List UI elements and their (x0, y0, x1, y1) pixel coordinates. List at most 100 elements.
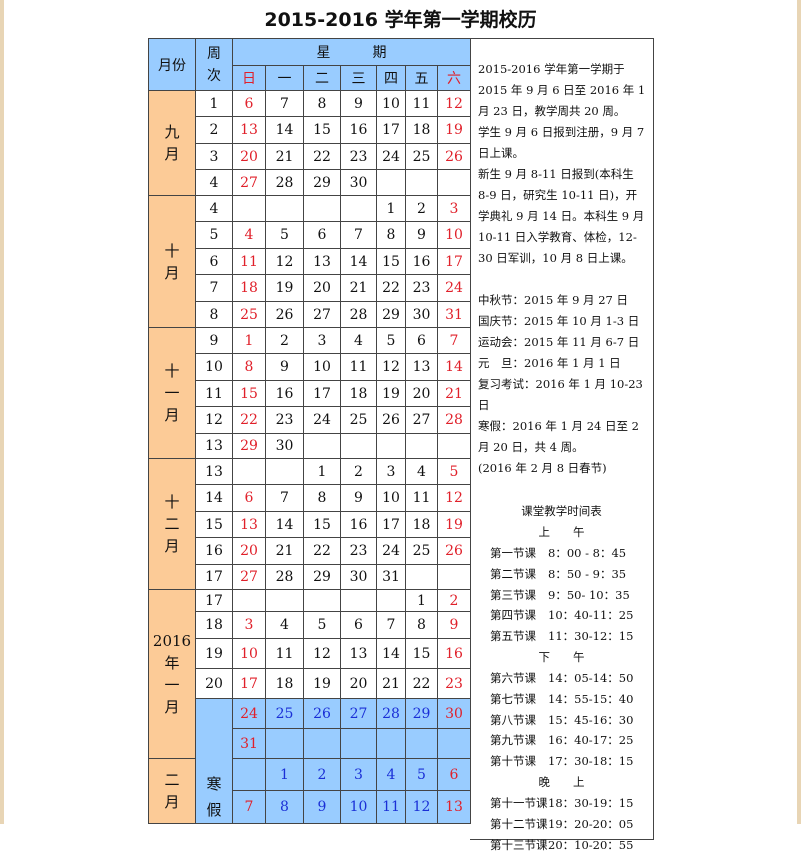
day-cell: 17 (376, 511, 406, 538)
day-cell (340, 433, 377, 459)
day-cell: 22 (303, 537, 341, 565)
day-cell: 24 (437, 274, 471, 302)
day-cell: 11 (265, 638, 304, 669)
day-cell (405, 433, 438, 459)
day-cell: 31 (376, 564, 406, 590)
day-cell: 15 (405, 638, 438, 669)
day-cell: 15 (232, 380, 266, 407)
day-cell: 12 (303, 638, 341, 669)
side-panel: 2015-2016 学年第一学期于 2015 年 9 月 6 日至 2016 年… (470, 38, 654, 852)
day-cell: 6 (405, 327, 438, 354)
class-schedule: 课堂教学时间表 上 午第一节课 8：00 - 8：45 第二节课 8：50 - 9：3… (470, 501, 653, 855)
day-cell: 24 (232, 698, 266, 729)
day-cell: 11 (340, 353, 377, 381)
week-row: 2016 年 一 月 17 1 2 (148, 589, 471, 759)
week-row: 7 18 19 20 21 22 23 24 (149, 274, 471, 302)
day-cell: 20 (340, 668, 377, 699)
day-cell: 28 (437, 406, 471, 434)
schedule-row: 第十一节课 18：30-19：15 (470, 793, 653, 814)
day-cell: 20 (232, 537, 266, 565)
week-row: 14 6 7 8 9 10 11 12 (149, 484, 471, 512)
page-title: 2015-2016 学年第一学期校历 (264, 9, 537, 31)
day-cell: 30 (405, 301, 438, 328)
day-cell: 31 (437, 301, 471, 328)
week-row: 15 13 14 15 16 17 18 19 (149, 511, 471, 538)
day-cell: 26 (437, 537, 471, 565)
day-cell: 27 (405, 406, 438, 434)
day-cell: 26 (376, 406, 406, 434)
note-line (478, 269, 647, 290)
day-cell: 19 (376, 380, 406, 407)
period-time: 19：20-20：05 (548, 816, 634, 831)
week-row: 7 8 9 10 11 12 13 (149, 790, 471, 824)
day-cell: 30 (340, 169, 377, 196)
week-row: 3 20 21 22 23 24 25 26 (149, 143, 471, 170)
week-row: 4 27 28 29 30 (149, 169, 471, 196)
day-cell: 13 (232, 511, 266, 538)
day-cell: 9 (437, 611, 471, 639)
period-time: 14：05-14：50 (548, 670, 634, 685)
period-time: 9：50- 10：35 (548, 587, 630, 602)
day-cell: 2 (303, 758, 341, 791)
week-number: 17 (195, 564, 233, 590)
week-number: 1 (195, 90, 233, 117)
day-cell: 7 (376, 611, 406, 639)
period-name: 第六节课 (490, 670, 536, 685)
day-cell: 25 (405, 143, 438, 170)
schedule-section-label: 上 午 (538, 525, 585, 539)
schedule-row: 第三节课 9：50- 10：35 (470, 585, 653, 606)
month-cell: 二 月 (148, 758, 196, 824)
day-cell: 12 (437, 484, 471, 512)
week-number: 18 (195, 611, 233, 639)
schedule-section-label: 晚 上 (538, 774, 585, 789)
note-line: 元 旦：2016 年 1 月 1 日 (478, 356, 621, 370)
day-cell: 16 (265, 380, 304, 407)
day-cell: 13 (232, 116, 266, 144)
day-cell: 18 (405, 116, 438, 144)
day-cell (376, 169, 406, 196)
week-row: 19 10 11 12 13 14 15 16 (149, 638, 471, 669)
period-time: 11：30-12：15 (548, 629, 634, 644)
day-cell: 10 (437, 221, 471, 249)
note-line: 国庆节：2015 年 10 月 1-3 日 (478, 314, 640, 328)
schedule-row: 第八节课 15：45-16：30 (470, 710, 653, 731)
day-cell: 22 (405, 668, 438, 699)
schedule-row: 第十二节课 19：20-20：05 (470, 814, 653, 835)
period-time: 17：30-18：15 (548, 754, 634, 769)
day-cell (340, 589, 377, 612)
day-cell (340, 728, 377, 759)
day-cell: 1 (232, 327, 266, 354)
day-cell (303, 433, 341, 459)
day-cell: 22 (376, 274, 406, 302)
day-cell: 1 (303, 458, 341, 485)
header-weekdays-title: 星 期 (232, 38, 471, 66)
day-cell: 16 (340, 511, 377, 538)
week-row: 13 29 30 (149, 433, 471, 459)
day-cell: 29 (376, 301, 406, 328)
week-row: 九 月 1 6 7 8 9 10 11 12 (148, 90, 471, 196)
day-cell: 3 (376, 458, 406, 485)
day-cell: 14 (376, 638, 406, 669)
day-cell (303, 589, 341, 612)
day-cell: 28 (340, 301, 377, 328)
day-cell (405, 728, 438, 759)
day-cell (405, 169, 438, 196)
note-line: 复习考试：2016 年 1 月 10-23 日 (478, 377, 643, 412)
month-cell: 十 月 (148, 195, 196, 328)
period-name: 第一节课 (490, 546, 536, 560)
weekday-0: 日 (232, 65, 266, 91)
week-row: 12 22 23 24 25 26 27 28 (149, 406, 471, 434)
day-cell: 4 (376, 758, 406, 791)
schedule-row: 第五节课 11：30-12：15 (470, 626, 653, 647)
week-number: 4 (195, 169, 233, 196)
weekday-1: 一 (265, 65, 304, 91)
day-cell: 4 (265, 611, 304, 639)
period-name: 第四节课 (490, 608, 536, 623)
day-cell: 17 (303, 380, 341, 407)
week-number: 12 (195, 406, 233, 434)
day-cell: 1 (265, 758, 304, 791)
day-cell: 17 (232, 668, 266, 699)
weekday-4: 四 (376, 65, 406, 91)
period-time: 14：55-15：40 (548, 691, 634, 706)
month-cell: 十 二 月 (148, 458, 196, 590)
